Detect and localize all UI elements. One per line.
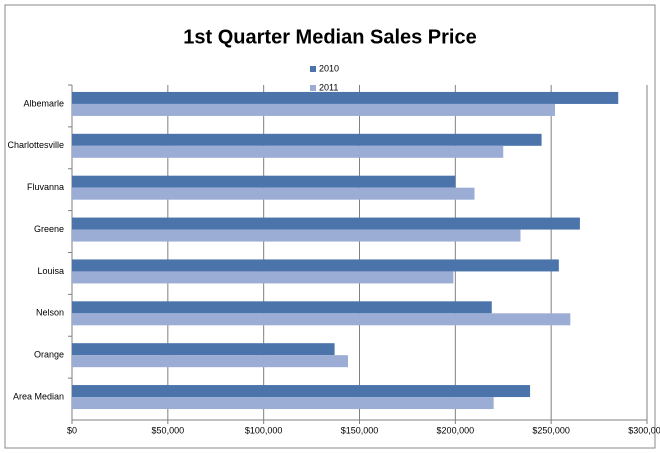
bar	[72, 103, 555, 116]
bar	[72, 343, 335, 356]
legend-label: 2010	[319, 63, 339, 73]
legend-label: 2011	[319, 82, 338, 92]
bar	[72, 301, 492, 314]
x-tick-label: $250,000	[532, 425, 570, 435]
bar	[72, 145, 504, 158]
y-tick-label: Fluvanna	[27, 182, 64, 192]
bar	[72, 313, 571, 326]
y-tick-label: Albemarle	[23, 98, 64, 108]
x-tick-label: $50,000	[152, 425, 185, 435]
bar	[72, 355, 348, 368]
bar	[72, 397, 494, 410]
bar	[72, 187, 475, 200]
bar	[72, 385, 531, 398]
y-tick-label: Orange	[34, 350, 64, 360]
bar	[72, 271, 454, 284]
bar	[72, 133, 542, 146]
bar	[72, 229, 521, 242]
bar	[72, 259, 559, 272]
x-tick-label: $100,000	[245, 425, 283, 435]
x-tick-label: $150,000	[341, 425, 379, 435]
x-tick-label: $200,000	[437, 425, 475, 435]
legend-swatch	[310, 66, 316, 72]
legend-swatch	[310, 85, 316, 91]
bar	[72, 175, 456, 188]
y-tick-label: Charlottesville	[7, 140, 64, 150]
bar	[72, 91, 619, 104]
y-tick-label: Area Median	[13, 391, 64, 401]
chart-title: 1st Quarter Median Sales Price	[183, 26, 476, 48]
y-tick-label: Louisa	[37, 266, 64, 276]
x-tick-label: $300,000	[628, 425, 660, 435]
bar	[72, 217, 580, 230]
x-tick-label: $0	[67, 425, 77, 435]
y-tick-label: Nelson	[36, 308, 64, 318]
y-tick-label: Greene	[34, 224, 64, 234]
